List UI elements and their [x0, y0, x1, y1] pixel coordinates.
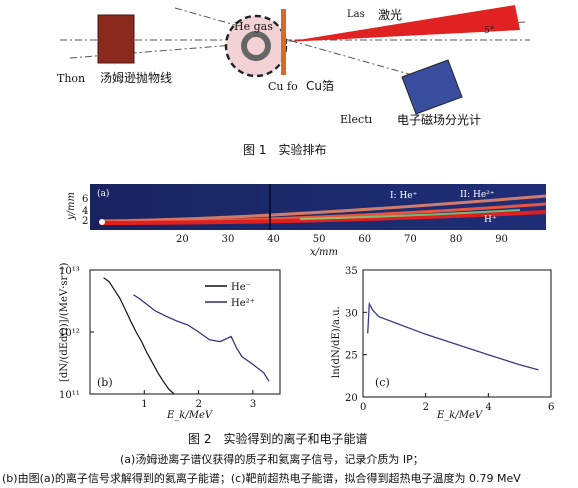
- panel-c-xtick: 2: [423, 402, 429, 413]
- trace-he-plus: [99, 194, 547, 223]
- panel-a-ylabel: y/mm: [66, 192, 77, 221]
- panel-a-xtick: 20: [176, 234, 189, 245]
- thomson-en-label: Thon: [57, 72, 85, 85]
- panel-c-xtick: 6: [548, 402, 554, 413]
- thomson-cn-label: 汤姆逊抛物线: [100, 70, 172, 85]
- panel-a-xtick: 80: [450, 234, 463, 245]
- panel-c-chart: 35 30 25 200 2 4 6 (c) ln(dN/dE)/a.u. E_k/MeV: [331, 266, 554, 421]
- series-he2-plus-line: [133, 294, 270, 382]
- laser-en-label: Las: [347, 9, 365, 20]
- figure2-subcaption-b: (b)由图(a)的离子信号求解得到的氦离子能谱；(c)靶前超热电子能谱，拟合得到…: [2, 472, 521, 485]
- panel-a-ytick: 4: [82, 206, 88, 217]
- panel-a-xtick: 90: [495, 234, 508, 245]
- laser-cn-label: 激光: [378, 8, 402, 22]
- figure1-diagram: Thon 汤姆逊抛物线 He gas Cu fo Cu箔 Las 激光 5° E…: [57, 5, 530, 127]
- figure1-caption: 图 1 实验排布: [243, 143, 327, 157]
- figure2-caption: 图 2 实验得到的离子和电子能谱: [188, 432, 368, 446]
- panel-a-xtick: 40: [267, 234, 280, 245]
- electron-axis-line: [174, 7, 431, 81]
- panel-c-ytick: 30: [345, 308, 358, 319]
- panel-b-xtick: 1: [141, 399, 147, 410]
- panel-c-xtick: 4: [485, 402, 491, 413]
- label-h-plus: H⁺: [484, 215, 497, 225]
- panel-a-ytick: 2: [82, 216, 88, 227]
- panel-a-tag: (a): [97, 188, 109, 199]
- trace-h-plus: [99, 210, 547, 225]
- electron-spectrum-line: [367, 301, 539, 371]
- panel-c-xlabel: E_k/MeV: [436, 410, 484, 421]
- panel-a-xtick: 30: [222, 234, 235, 245]
- panel-b-chart: 10¹³ 10¹² 10¹¹ 1 2 3 (b) He⁻ He²⁺ [dN/(dEdΩ)]…: [59, 262, 281, 421]
- zero-point: [99, 219, 105, 225]
- panel-a-ytick: 6: [82, 194, 88, 205]
- panel-a: (a) I: He⁺ II: He²⁺ H⁺ y/mm 6 4 2 20 30 40…: [66, 184, 547, 258]
- panel-c-ytick: 25: [345, 351, 358, 362]
- panel-b-ytick: 10¹²: [59, 328, 80, 339]
- panel-a-xtick: 60: [358, 234, 371, 245]
- laser-beam: [286, 5, 520, 42]
- cu-en-label: Cu fo: [268, 80, 298, 93]
- panel-c-ytick: 20: [345, 393, 358, 404]
- panel-b-ytick: 10¹³: [59, 266, 80, 277]
- thomson-spectrometer-box: [97, 14, 135, 64]
- trace-green-overlay: [299, 209, 521, 220]
- cu-foil: [281, 9, 286, 75]
- series-he-minus-line: [103, 277, 175, 395]
- gas-nozzle-ring: [241, 31, 271, 61]
- panel-b-xlabel: E_k/MeV: [166, 410, 214, 421]
- panel-b-xtick: 3: [250, 399, 256, 410]
- legend-he-minus: He⁻: [231, 282, 251, 293]
- panel-a-xtick: 70: [404, 234, 417, 245]
- panel-c-ylabel: ln(dN/dE)/a.u.: [331, 306, 342, 378]
- angle-label: 5°: [484, 26, 494, 36]
- panel-c-frame: [362, 269, 552, 398]
- legend-he2-plus: He²⁺: [231, 298, 255, 309]
- panel-b-tag: (b): [97, 376, 113, 389]
- he-gas-label: He gas: [234, 20, 273, 33]
- panel-b-xtick: 2: [196, 399, 202, 410]
- panel-b-ylabel: [dN/(dEdΩ)]/(MeV·sr⁻¹): [59, 262, 70, 382]
- electron-spectrometer-box: [401, 59, 463, 115]
- panel-a-xlabel: x/mm: [310, 247, 338, 258]
- panel-c-xtick: 0: [360, 402, 366, 413]
- panel-c-ytick: 35: [345, 266, 358, 277]
- figure2-subcaption-a: (a)汤姆逊离子谱仪获得的质子和氦离子信号，记录介质为 IP；: [120, 453, 424, 466]
- electron-en-label: Electı: [340, 113, 373, 126]
- label-he-plus: I: He⁺: [390, 191, 418, 201]
- label-he2-plus: II: He²⁺: [460, 190, 495, 200]
- panel-b-frame: [89, 269, 281, 395]
- cu-cn-label: Cu箔: [306, 78, 334, 93]
- panel-c-tag: (c): [375, 376, 390, 389]
- electron-cn-label: 电子磁场分光计: [397, 112, 481, 127]
- panel-a-xticks: 20 30 40 50 60 70 80 90: [176, 234, 508, 245]
- panel-a-xtick: 50: [313, 234, 326, 245]
- panel-b-ytick: 10¹¹: [59, 390, 80, 401]
